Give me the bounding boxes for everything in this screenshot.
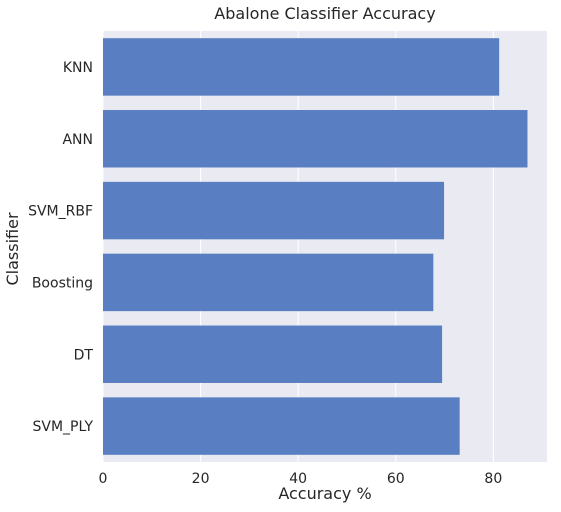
- y-tick-label: Boosting: [32, 275, 93, 291]
- x-axis-ticks: 0 20 40 60 80: [99, 471, 503, 487]
- bar: [103, 325, 443, 383]
- y-tick-label: ANN: [62, 132, 93, 148]
- plot-area: [103, 31, 547, 462]
- x-axis-label: Accuracy %: [278, 484, 371, 503]
- y-tick-label: SVM_PLY: [33, 419, 94, 435]
- bar: [103, 110, 528, 168]
- y-tick-label: KNN: [63, 60, 93, 76]
- x-tick-label: 60: [387, 471, 405, 487]
- bar: [103, 397, 460, 455]
- bar: [103, 38, 500, 96]
- x-tick-label: 40: [289, 471, 307, 487]
- bar: [103, 181, 445, 240]
- bar: [103, 253, 434, 312]
- y-tick-label: DT: [74, 347, 94, 363]
- gridlines: [102, 31, 494, 462]
- bars: [103, 38, 528, 455]
- y-axis-ticks: KNN ANN SVM_RBF Boosting DT SVM_PLY: [28, 60, 93, 435]
- y-axis-label: Classifier: [3, 212, 22, 285]
- x-tick-label: 20: [192, 471, 210, 487]
- y-tick-label: SVM_RBF: [28, 204, 93, 220]
- x-tick-label: 0: [99, 471, 108, 487]
- x-tick-label: 80: [484, 471, 502, 487]
- chart-title: Abalone Classifier Accuracy: [214, 4, 435, 23]
